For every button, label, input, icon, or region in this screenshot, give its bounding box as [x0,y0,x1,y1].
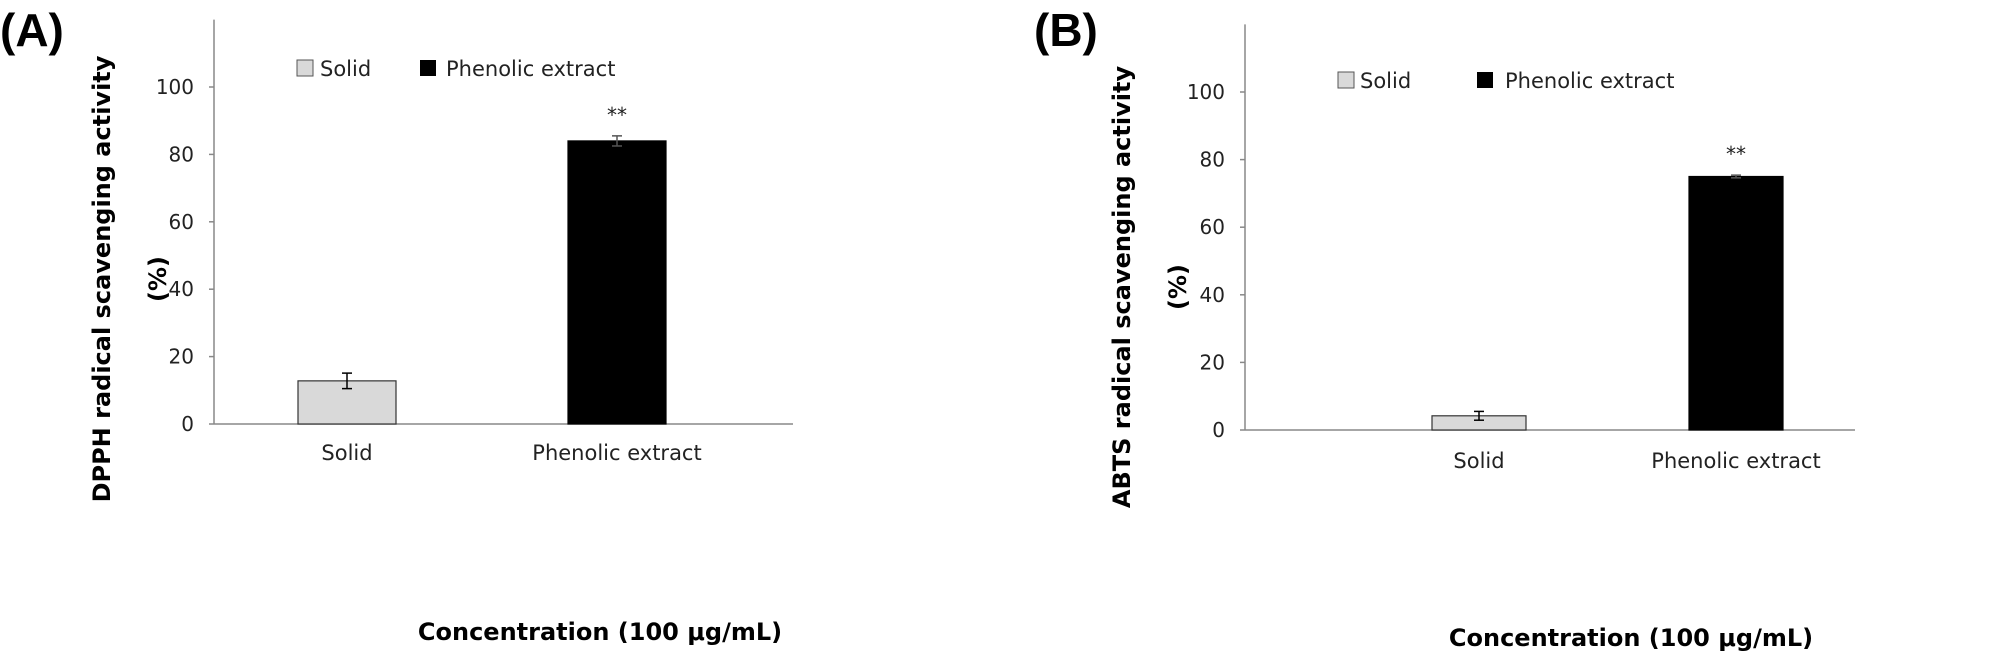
legend-label-solid: Solid [1360,69,1411,93]
y-axis-label-line-2: (%) [144,256,172,302]
y-tick-label: 0 [181,412,194,436]
panel-label: (B) [1034,4,1098,56]
bar-phenolic-extract [1688,175,1784,431]
legend-label-phenolic: Phenolic extract [446,57,615,81]
x-axis-label: Concentration (100 μg/mL) [418,618,782,646]
y-tick-label: 100 [1187,80,1225,104]
chart-panel-b: (B) ABTS radical scavenging activity (%)… [1034,4,1855,652]
y-axis-label-line-1: DPPH radical scavenging activity [88,55,116,502]
y-tick-label: 60 [169,210,194,234]
y-axis-label-line-2: (%) [1164,264,1192,310]
x-tick-label: Phenolic extract [1651,449,1820,473]
y-tick-label: 40 [1200,283,1225,307]
legend-swatch-phenolic [420,60,436,76]
panel-label: (A) [0,4,64,56]
legend-swatch-phenolic [1477,72,1493,88]
y-axis-label-line-1: ABTS radical scavenging activity [1108,66,1136,509]
y-tick-label: 20 [1200,350,1225,374]
y-tick-label: 20 [169,345,194,369]
x-tick-label: Solid [1453,449,1504,473]
y-tick-label: 0 [1212,418,1225,442]
y-tick-label: 100 [156,75,194,99]
significance-marker: ** [1726,142,1746,166]
legend-label-solid: Solid [320,57,371,81]
significance-marker: ** [607,103,627,127]
y-tick-label: 80 [169,142,194,166]
x-tick-label: Phenolic extract [532,441,701,465]
x-axis-label: Concentration (100 μg/mL) [1449,624,1813,652]
y-tick-label: 40 [169,277,194,301]
chart-panel-a: (A) DPPH radical scavenging activity (%)… [0,4,793,646]
legend-swatch-solid [1337,71,1355,89]
bar-phenolic-extract [567,140,667,425]
legend-swatch-solid [296,59,314,77]
legend-label-phenolic: Phenolic extract [1505,69,1674,93]
y-tick-label: 80 [1200,148,1225,172]
legend: Solid Phenolic extract [296,57,615,81]
x-tick-label: Solid [321,441,372,465]
legend: Solid Phenolic extract [1337,69,1674,93]
y-tick-label: 60 [1200,215,1225,239]
